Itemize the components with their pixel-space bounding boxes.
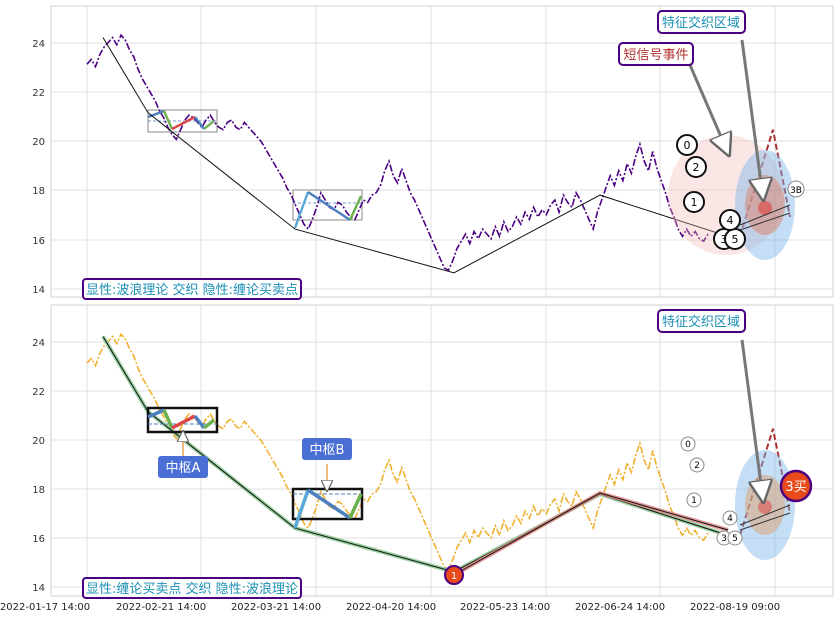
wave-0-marker: 0 [676,134,698,156]
svg-text:2: 2 [694,461,700,471]
x-tick-1: 2022-02-21 14:00 [116,602,206,613]
top-panel: 14 16 18 20 22 24 [32,5,834,300]
top-arrow-feature [740,39,762,190]
svg-text:中枢B: 中枢B [310,443,345,458]
bottom-legend: 显性:缠论买卖点 交织 隐性:波浪理论 [82,577,302,599]
svg-text:中枢A: 中枢A [166,461,201,476]
bottom-down-segment-line [453,492,729,576]
y-tick-18: 18 [32,186,45,197]
bottom-feature-annotation: 特征交织区域 [657,309,746,333]
wave-5-marker: 5 [727,530,743,546]
buy-marker-1: 1 [444,565,464,585]
svg-text:特征交织区域: 特征交织区域 [662,314,740,330]
svg-text:4: 4 [727,214,734,227]
y-tick-20: 20 [32,137,45,148]
x-tick-labels: 2022-01-17 14:00 2022-02-21 14:00 2022-0… [0,602,780,613]
y-tick-14: 14 [32,583,45,594]
svg-text:1: 1 [691,496,697,506]
y-tick-24: 24 [32,338,45,349]
x-tick-5: 2022-06-24 14:00 [575,602,665,613]
y-tick-22: 22 [32,387,45,398]
bottom-panel: 14 16 18 20 22 24 [32,304,834,599]
wave-4-marker: 4 [722,510,738,526]
svg-text:3B: 3B [790,186,802,196]
x-tick-2: 2022-03-21 14:00 [231,602,321,613]
wave-1-marker: 1 [683,191,705,213]
top-feature-annotation: 特征交织区域 [657,10,746,34]
bottom-arrow-feature [740,339,762,492]
svg-text:显性:波浪理论 交织 隐性:缠论买卖点: 显性:波浪理论 交织 隐性:缠论买卖点 [86,282,298,298]
svg-text:4: 4 [727,514,733,524]
wave-1-marker: 1 [686,492,702,508]
bottom-pivot-segments [147,408,363,529]
bottom-wave-labels: 0 2 1 3 5 4 [680,436,743,546]
x-tick-6: 2022-08-19 09:00 [690,602,780,613]
svg-text:0: 0 [685,440,691,450]
y-tick-20: 20 [32,436,45,447]
svg-text:1: 1 [691,196,698,209]
top-legend: 显性:波浪理论 交织 隐性:缠论买卖点 [82,278,302,300]
svg-text:0: 0 [684,139,691,152]
bottom-feature-zone [735,450,795,560]
bottom-price-line [86,332,709,571]
top-arrow-short [688,64,725,146]
y-tick-16: 16 [32,534,45,545]
svg-text:2: 2 [693,161,700,174]
svg-text:短信号事件: 短信号事件 [623,48,688,63]
svg-text:5: 5 [732,233,739,246]
wave-4-marker: 4 [719,209,741,231]
x-tick-0: 2022-01-17 14:00 [0,602,90,613]
svg-text:3: 3 [721,534,727,544]
top-zigzag-line [102,37,729,274]
pivot-a-label: 中枢A [158,456,208,478]
wave-3b-marker: 3B [787,180,805,198]
svg-text:特征交织区域: 特征交织区域 [662,15,740,31]
pivot-b-label: 中枢B [302,438,352,460]
y-tick-16: 16 [32,236,45,247]
top-y-ticks: 14 16 18 20 22 24 [32,39,45,296]
y-tick-22: 22 [32,88,45,99]
top-short-signal-annotation: 短信号事件 [618,42,694,66]
wave-2-marker: 2 [689,457,705,473]
svg-text:3买: 3买 [785,480,806,495]
bottom-y-ticks: 14 16 18 20 22 24 [32,338,45,594]
buy-marker-3: 3买 [779,469,813,503]
top-wave-labels: 0 2 1 3 5 4 3B [676,134,805,250]
y-tick-18: 18 [32,485,45,496]
x-tick-4: 2022-05-23 14:00 [460,602,550,613]
svg-text:1: 1 [451,571,457,582]
top-price-line [86,33,709,272]
wave-2-marker: 2 [685,156,707,178]
svg-text:5: 5 [732,534,738,544]
wave-0-marker: 0 [680,436,696,452]
y-tick-14: 14 [32,285,45,296]
svg-text:显性:缠论买卖点 交织 隐性:波浪理论: 显性:缠论买卖点 交织 隐性:波浪理论 [86,581,298,597]
top-pivot-segments [147,109,363,229]
wave-3-marker: 3 [716,530,732,546]
svg-text:3: 3 [721,233,728,246]
y-tick-24: 24 [32,39,45,50]
x-tick-3: 2022-04-20 14:00 [346,602,436,613]
wave-5-marker: 5 [724,228,746,250]
